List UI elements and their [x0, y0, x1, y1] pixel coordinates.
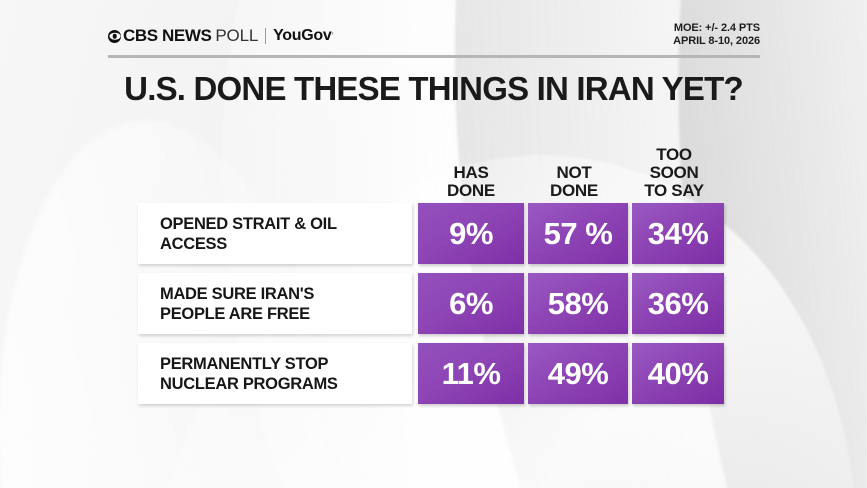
value-text: 57 %	[543, 216, 613, 251]
row-label-line2: ACCESS	[160, 234, 227, 253]
value-cell-has-done: 11%	[418, 343, 524, 404]
column-header-line1: HAS	[453, 163, 489, 182]
value-cell-not-done: 57 %	[528, 203, 628, 264]
table-row: OPENED STRAIT & OIL ACCESS 9% 57 % 34%	[138, 203, 724, 264]
column-header-line2: DONE	[550, 181, 598, 200]
row-label-cell: MADE SURE IRAN'S PEOPLE ARE FREE	[138, 273, 412, 334]
value-cell-has-done: 9%	[418, 203, 524, 264]
value-cell-too-soon-to-say: 40%	[632, 343, 724, 404]
value-cell-too-soon-to-say: 34%	[632, 203, 724, 264]
row-label-cell: PERMANENTLY STOP NUCLEAR PROGRAMS	[138, 343, 412, 404]
value-text: 11%	[441, 356, 501, 391]
margin-of-error: MOE: +/- 2.4 PTS	[673, 22, 760, 34]
value-text: 40%	[647, 356, 709, 391]
column-headers: HAS DONE NOT DONE TOO SOON TO SAY	[418, 145, 724, 200]
column-header-line2: SOON	[649, 163, 699, 182]
row-label-line1: OPENED STRAIT & OIL	[160, 214, 337, 233]
column-header-line3: TO SAY	[644, 181, 704, 200]
page-title: U.S. DONE THESE THINGS IN IRAN YET?	[124, 70, 743, 107]
row-label-line1: MADE SURE IRAN'S	[160, 284, 315, 303]
row-label-line2: NUCLEAR PROGRAMS	[160, 374, 338, 393]
value-cell-not-done: 58%	[528, 273, 628, 334]
value-text: 36%	[647, 286, 709, 321]
column-header-line1: TOO	[656, 145, 692, 164]
field-dates: APRIL 8-10, 2026	[673, 35, 760, 47]
table-row: PERMANENTLY STOP NUCLEAR PROGRAMS 11% 49…	[138, 343, 724, 404]
column-header-line2: DONE	[447, 181, 495, 200]
value-cell-has-done: 6%	[418, 273, 524, 334]
table-row: MADE SURE IRAN'S PEOPLE ARE FREE 6% 58% …	[138, 273, 724, 334]
row-label-text: MADE SURE IRAN'S PEOPLE ARE FREE	[138, 284, 322, 324]
column-header-has-done: HAS DONE	[418, 164, 524, 200]
row-label-line1: PERMANENTLY STOP	[160, 354, 329, 373]
logo-divider	[265, 28, 267, 44]
poll-metadata: MOE: +/- 2.4 PTS APRIL 8-10, 2026	[673, 22, 760, 48]
header-divider-rule	[108, 55, 760, 58]
header: CBS NEWS POLL YouGov ’ MOE: +/- 2.4 PTS …	[108, 22, 760, 50]
cbs-news-poll-yougov-logo: CBS NEWS POLL YouGov ’	[108, 25, 333, 47]
value-cell-too-soon-to-say: 36%	[632, 273, 724, 334]
column-header-too-soon-to-say: TOO SOON TO SAY	[624, 146, 724, 200]
cbs-news-wordmark: CBS NEWS	[123, 26, 212, 45]
row-label-cell: OPENED STRAIT & OIL ACCESS	[138, 203, 412, 264]
poll-wordmark: POLL	[215, 26, 259, 45]
column-header-line1: NOT	[556, 163, 592, 182]
row-label-text: PERMANENTLY STOP NUCLEAR PROGRAMS	[138, 354, 346, 394]
results-table: OPENED STRAIT & OIL ACCESS 9% 57 % 34% M…	[138, 203, 724, 405]
value-text: 6%	[449, 286, 493, 321]
yougov-trademark-mark: ’	[331, 31, 334, 41]
value-text: 58%	[547, 286, 609, 321]
yougov-wordmark: YouGov	[273, 27, 332, 44]
value-text: 9%	[449, 216, 493, 251]
value-text: 34%	[647, 216, 709, 251]
value-cell-not-done: 49%	[528, 343, 628, 404]
cbs-eye-icon	[108, 29, 121, 43]
row-label-line2: PEOPLE ARE FREE	[160, 304, 310, 323]
value-text: 49%	[547, 356, 609, 391]
column-header-not-done: NOT DONE	[524, 164, 624, 200]
row-label-text: OPENED STRAIT & OIL ACCESS	[138, 214, 345, 254]
